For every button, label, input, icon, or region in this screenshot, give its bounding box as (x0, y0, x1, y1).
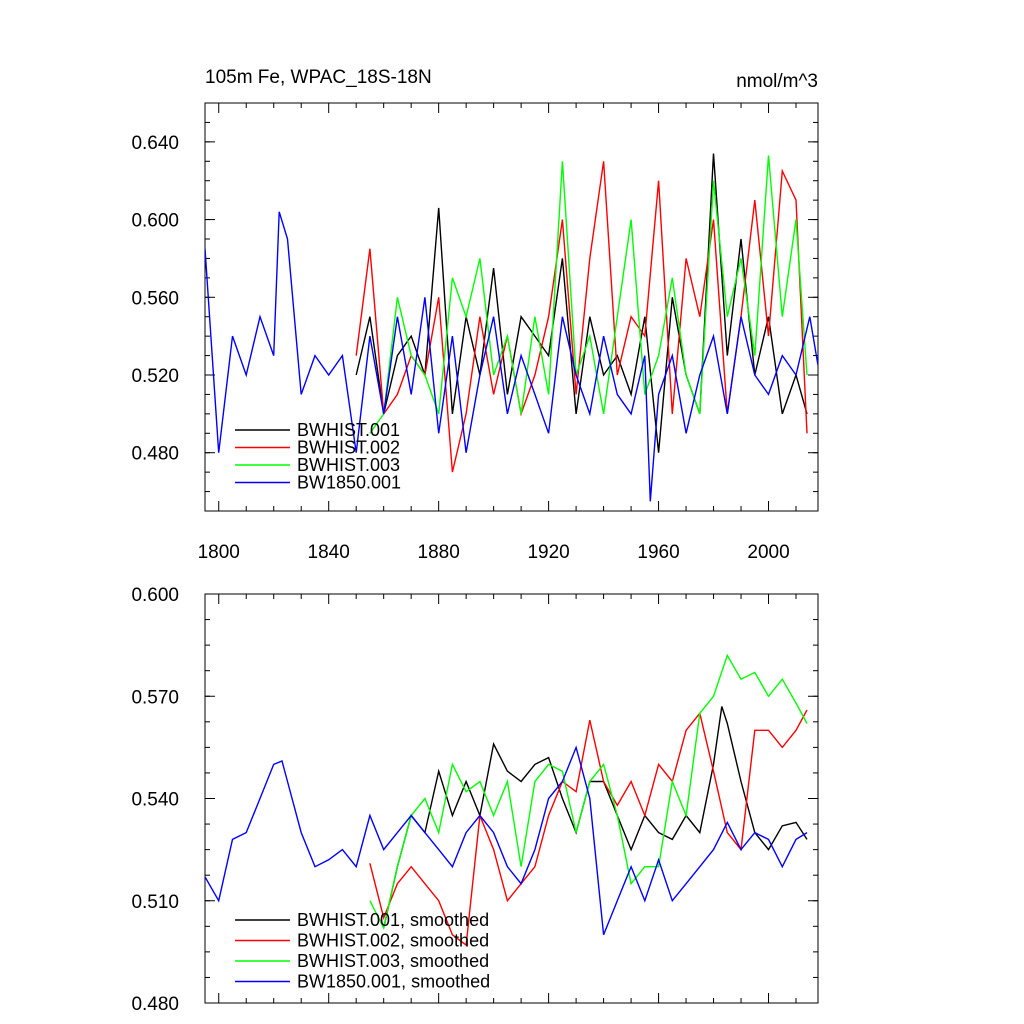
bottom-legend-label: BW1850.001, smoothed (297, 972, 490, 992)
top-x-tick-label: 1880 (418, 542, 460, 563)
top-series-line-2 (369, 155, 808, 434)
top-series-line-0 (355, 153, 808, 453)
top-panel: 105m Fe, WPAC_18S-18N nmol/m^3 1800 1840 1… (131, 67, 819, 563)
top-series-line-1 (355, 161, 808, 473)
bottom-legend-label: BWHIST.002, smoothed (297, 931, 489, 951)
top-legend-label: BW1850.001 (297, 473, 401, 493)
bottom-y-tick-label: 0.510 (131, 892, 179, 913)
bottom-series-line-2 (369, 653, 808, 931)
bottom-y-tick-label: 0.600 (131, 585, 179, 606)
top-legend-label: BWHIST.003 (297, 455, 400, 475)
top-legend-label: BWHIST.001 (297, 420, 400, 440)
bottom-y-tick-label: 0.540 (131, 790, 179, 811)
top-y-tick-label: 0.560 (131, 288, 179, 309)
top-legend-label: BWHIST.002 (297, 438, 400, 458)
top-panel-title: 105m Fe, WPAC_18S-18N (205, 67, 432, 88)
top-y-tick-label: 0.640 (131, 133, 179, 154)
bottom-series-line-1 (369, 709, 808, 947)
top-plot-frame (204, 102, 819, 512)
bottom-legend-label: BWHIST.001, smoothed (297, 910, 489, 930)
top-y-tick-label: 0.480 (131, 444, 179, 465)
bottom-panel: 0.480 0.510 0.540 0.570 0.600 BWHIST.001, smo… (131, 585, 819, 1015)
top-x-tick-label: 1840 (308, 542, 350, 563)
top-x-tick-label: 2000 (747, 542, 789, 563)
bottom-y-tick-label: 0.480 (131, 994, 179, 1015)
bottom-series-line-0 (383, 706, 808, 929)
top-y-tick-label: 0.600 (131, 211, 179, 232)
bottom-legend-label: BWHIST.003, smoothed (297, 951, 489, 971)
top-x-tick-label: 1800 (198, 542, 240, 563)
top-y-tick-label: 0.520 (131, 366, 179, 387)
top-x-tick-label: 1920 (527, 542, 569, 563)
top-panel-units: nmol/m^3 (736, 71, 818, 92)
bottom-series-line-3 (205, 745, 808, 936)
top-x-tick-label: 1960 (637, 542, 679, 563)
top-series-line-3 (205, 211, 818, 502)
bottom-y-tick-label: 0.570 (131, 687, 179, 708)
